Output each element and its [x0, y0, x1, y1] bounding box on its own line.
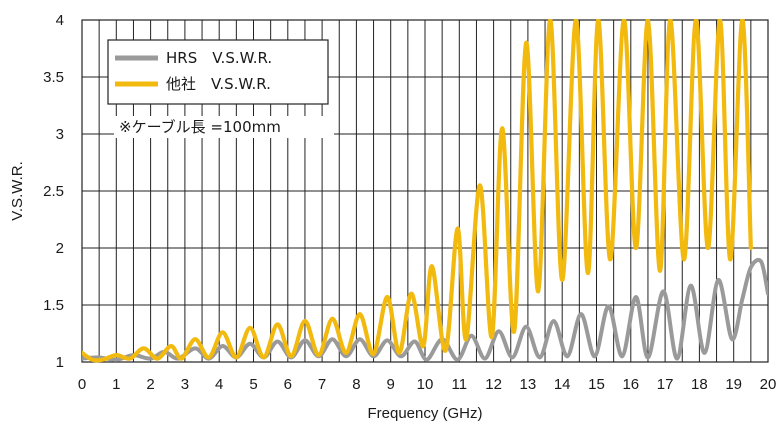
x-tick-label: 7: [318, 376, 326, 393]
x-tick-label: 3: [181, 376, 189, 393]
legend-label: 他社 V.S.W.R.: [166, 75, 271, 93]
x-tick-label: 2: [146, 376, 154, 393]
x-tick-label: 17: [657, 376, 674, 393]
x-tick-label: 1: [112, 376, 120, 393]
x-tick-label: 12: [485, 376, 502, 393]
x-tick-label: 11: [452, 376, 468, 393]
series-layer: [82, 19, 768, 363]
x-tick-label: 14: [554, 376, 571, 393]
x-tick-label: 4: [215, 376, 223, 393]
x-tick-label: 9: [387, 376, 395, 393]
x-tick-label: 5: [249, 376, 257, 393]
y-tick-label: 3.5: [43, 69, 64, 86]
series-line-other: [82, 19, 753, 363]
legend-label: HRS V.S.W.R.: [166, 49, 272, 67]
plot-frame: [81, 19, 769, 363]
y-tick-label: 2.5: [43, 183, 64, 200]
legend-box: [107, 39, 329, 105]
x-tick-label: 16: [622, 376, 639, 393]
x-tick-label: 0: [78, 376, 86, 393]
y-tick-label: 1: [56, 354, 64, 371]
note-background: [114, 116, 334, 138]
x-tick-label: 6: [284, 376, 292, 393]
cable-length-note: ※ケーブル長 =100mm: [119, 118, 281, 136]
x-tick-label: 18: [691, 376, 708, 393]
y-axis-title: V.S.W.R.: [9, 161, 26, 220]
y-tick-label: 3: [56, 126, 64, 143]
x-tick-label: 13: [520, 376, 537, 393]
legend: HRS V.S.W.R. 他社 V.S.W.R.: [107, 39, 329, 105]
y-tick-label: 2: [56, 240, 64, 257]
y-tick-label: 4: [56, 12, 64, 29]
x-tick-label: 15: [588, 376, 605, 393]
x-tick-label: 19: [725, 376, 742, 393]
x-tick-label: 10: [417, 376, 434, 393]
y-tick-label: 1.5: [43, 297, 64, 314]
x-tick-label: 8: [352, 376, 360, 393]
x-axis-title: Frequency (GHz): [367, 405, 482, 422]
tick-layer: 0 1 2 3 4 5 6 7 8 9 10 11 12 13 14 15 16 17 18 19 2011.522.5…: [43, 12, 776, 393]
x-tick-label: 20: [760, 376, 777, 393]
